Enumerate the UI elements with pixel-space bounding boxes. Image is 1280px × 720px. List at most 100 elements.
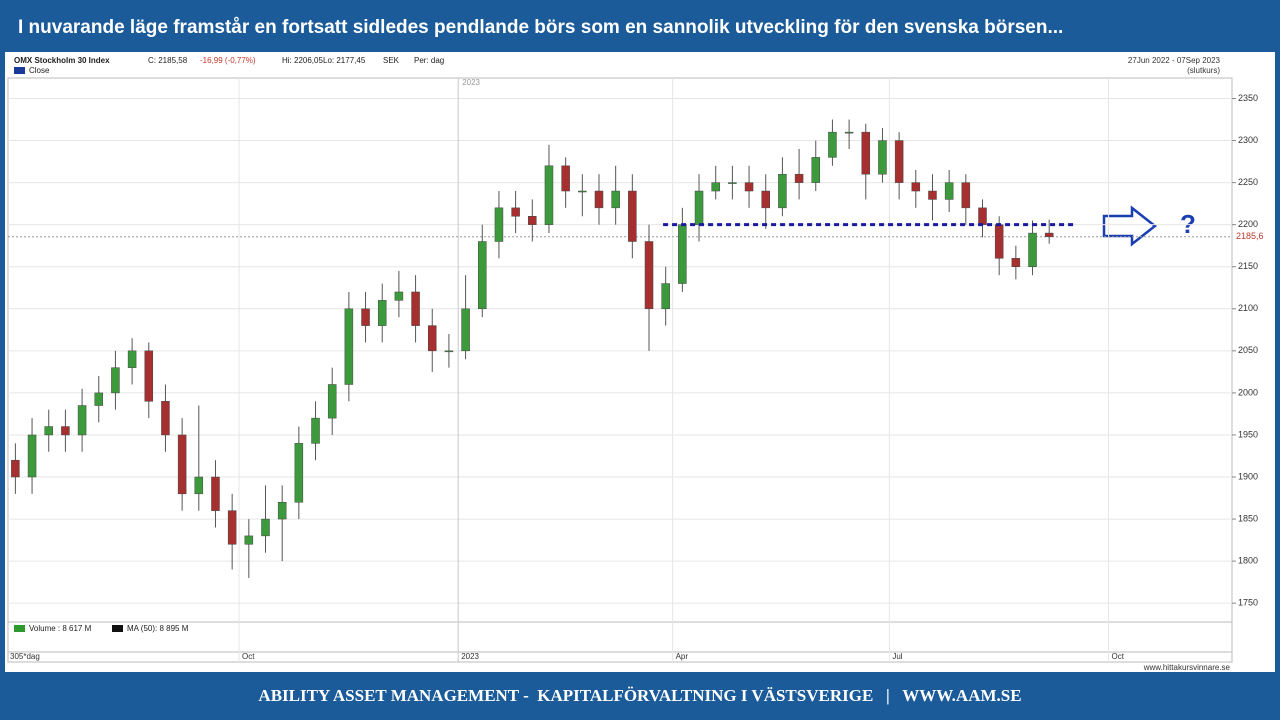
candle-body bbox=[177, 434, 187, 495]
candle-body bbox=[978, 207, 987, 225]
candle-body bbox=[761, 190, 770, 209]
y-tick-label: 2000 bbox=[1238, 387, 1258, 397]
candle-body bbox=[661, 283, 670, 310]
y-tick-label: 1800 bbox=[1238, 555, 1258, 565]
y-tick-label: 2200 bbox=[1238, 219, 1258, 229]
candle-body bbox=[894, 140, 904, 183]
period-label: 27Jun 2022 - 07Sep 2023 bbox=[1128, 56, 1221, 65]
y-tick-label: 2050 bbox=[1238, 345, 1258, 355]
candle-body bbox=[427, 325, 437, 352]
candle-body bbox=[778, 173, 787, 209]
y-tick-label: 1850 bbox=[1238, 513, 1258, 523]
slide-footer: ABILITY ASSET MANAGEMENT - KAPITALFÖRVAL… bbox=[258, 686, 1021, 705]
legend-swatch bbox=[14, 625, 25, 632]
x-tick-label: Oct bbox=[1112, 652, 1125, 661]
candle-body bbox=[261, 518, 270, 537]
y-tick-label: 2100 bbox=[1238, 303, 1258, 313]
candle-body bbox=[394, 291, 404, 301]
volume-legend: MA (50): 8 895 M bbox=[127, 624, 189, 633]
x-period-label: 305*dag bbox=[10, 652, 40, 661]
info-label: Hi: 2206,05 bbox=[282, 56, 323, 65]
candle-body bbox=[127, 350, 137, 368]
candle-body bbox=[161, 401, 170, 436]
candle-body bbox=[344, 308, 354, 385]
candle-body bbox=[594, 190, 604, 209]
candle-body bbox=[544, 165, 554, 225]
x-tick-label: Oct bbox=[242, 652, 255, 661]
x-tick-label: Jul bbox=[892, 652, 902, 661]
info-label: Lo: 2177,45 bbox=[323, 56, 366, 65]
candle-body bbox=[11, 459, 20, 478]
legend-label: Close bbox=[29, 66, 50, 75]
candle-body bbox=[1028, 232, 1037, 267]
candle-body bbox=[194, 476, 204, 495]
candle-body bbox=[77, 405, 87, 436]
candle-body bbox=[411, 291, 420, 326]
candle-body bbox=[611, 190, 620, 209]
volume-frame bbox=[7, 621, 1233, 663]
candle-body bbox=[694, 190, 704, 225]
y-tick-label: 2350 bbox=[1238, 93, 1258, 103]
candle-body bbox=[44, 426, 53, 436]
candle-body bbox=[311, 417, 320, 444]
candle-body bbox=[878, 140, 887, 175]
candle-body bbox=[911, 182, 921, 192]
candle-body bbox=[528, 216, 537, 225]
candle-body bbox=[728, 182, 737, 184]
info-label: -16,99 (-0,77%) bbox=[200, 56, 256, 65]
candle-body bbox=[327, 384, 337, 419]
y-tick-label: 1950 bbox=[1238, 429, 1258, 439]
candle-body bbox=[811, 157, 821, 183]
annotation: ? bbox=[1180, 209, 1196, 239]
y-tick-label: 2250 bbox=[1238, 177, 1258, 187]
candle-body bbox=[211, 476, 220, 511]
candle-body bbox=[961, 182, 971, 209]
candle-body bbox=[494, 207, 504, 242]
legend-swatch bbox=[112, 625, 123, 632]
candle-body bbox=[1044, 232, 1054, 238]
year-label: 2023 bbox=[462, 78, 480, 87]
candle-body bbox=[844, 131, 854, 134]
candle-body bbox=[294, 443, 304, 503]
candle-body bbox=[628, 190, 637, 242]
candle-body bbox=[61, 426, 70, 436]
candle-body bbox=[578, 190, 587, 193]
legend-swatch bbox=[14, 67, 25, 74]
candle-body bbox=[377, 300, 387, 326]
candle-body bbox=[861, 131, 871, 175]
source: www.hittakursvinnare.se bbox=[1143, 663, 1231, 672]
x-tick-label: Apr bbox=[676, 652, 689, 661]
candle-body bbox=[27, 434, 37, 478]
candle-body bbox=[478, 241, 487, 310]
candle-body bbox=[94, 392, 104, 406]
candle-body bbox=[144, 350, 154, 402]
candle-body bbox=[994, 224, 1004, 259]
info-label: Per: dag bbox=[414, 56, 444, 65]
candle-body bbox=[244, 535, 254, 545]
candle-body bbox=[461, 308, 470, 352]
info-label: C: 2185,58 bbox=[148, 56, 188, 65]
candle-body bbox=[928, 190, 937, 200]
y-tick-label: 2300 bbox=[1238, 135, 1258, 145]
candle-body bbox=[511, 207, 520, 217]
chart-panel bbox=[5, 52, 1275, 672]
candle-body bbox=[794, 173, 804, 183]
chart-title: OMX Stockholm 30 Index bbox=[14, 56, 110, 65]
candle-body bbox=[561, 165, 570, 192]
candle-body bbox=[644, 241, 654, 310]
candle-body bbox=[744, 182, 754, 192]
candle-body bbox=[361, 308, 370, 326]
candle-body bbox=[444, 350, 454, 353]
candle-body bbox=[1011, 258, 1021, 267]
volume-legend: Volume : 8 617 M bbox=[29, 624, 92, 633]
candle-body bbox=[111, 367, 120, 394]
slide-title: I nuvarande läge framstår en fortsatt si… bbox=[18, 17, 1063, 38]
y-tick-label: 1750 bbox=[1238, 598, 1258, 608]
info-label: SEK bbox=[383, 56, 400, 65]
candle-body bbox=[277, 501, 287, 520]
y-tick-label: 1900 bbox=[1238, 471, 1258, 481]
candle-body bbox=[678, 224, 687, 284]
y-tick-label: 2150 bbox=[1238, 261, 1258, 271]
last-price-label: 2185,6 bbox=[1236, 231, 1264, 241]
